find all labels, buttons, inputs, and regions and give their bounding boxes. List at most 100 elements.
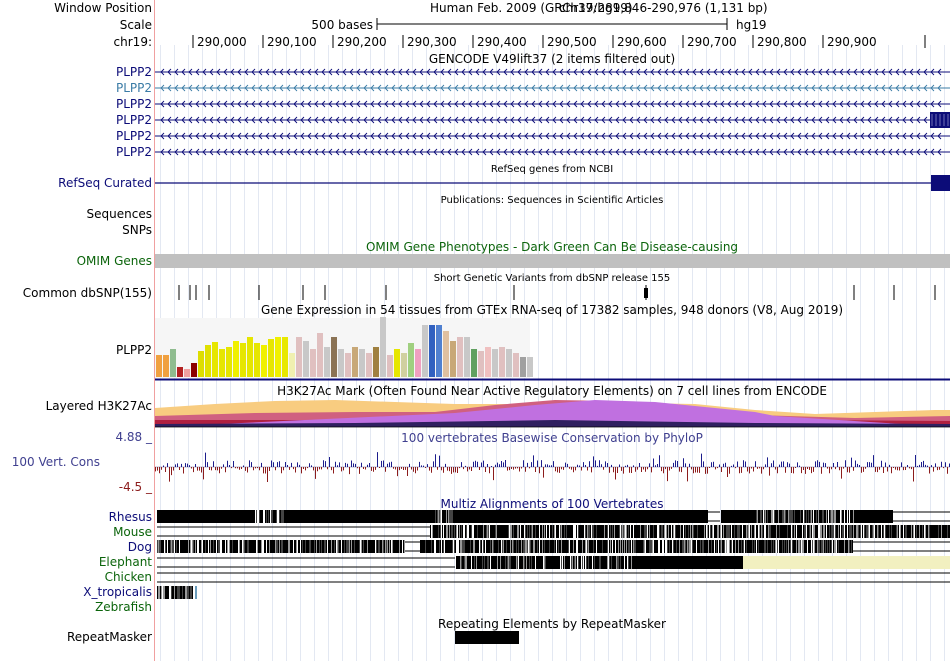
snp-variant[interactable] xyxy=(644,288,648,298)
refseq-track-label[interactable]: RefSeq Curated xyxy=(58,176,152,190)
gtex-tissue-bar[interactable] xyxy=(415,349,421,377)
gencode-transcript[interactable] xyxy=(155,148,950,156)
gtex-tissue-bar[interactable] xyxy=(485,347,491,377)
gtex-tissue-bar[interactable] xyxy=(275,337,281,377)
gtex-track-label[interactable]: PLPP2 xyxy=(115,343,152,357)
dbsnp-track-label[interactable]: Common dbSNP(155) xyxy=(22,286,152,300)
multiz-alignments[interactable] xyxy=(157,510,950,599)
gtex-tissue-bar[interactable] xyxy=(289,353,295,377)
gencode-item-label[interactable]: PLPP2 xyxy=(115,129,152,143)
multiz-row-chicken[interactable] xyxy=(157,572,950,583)
gtex-tissue-bar[interactable] xyxy=(506,349,512,377)
gtex-tissue-bar[interactable] xyxy=(422,325,428,377)
track-panel[interactable]: Human Feb. 2009 (GRCh37/hg19) chr19:289,… xyxy=(155,0,950,661)
omim-track-label[interactable]: OMIM Genes xyxy=(76,254,152,268)
gtex-tissue-bar[interactable] xyxy=(205,345,211,377)
gtex-tissue-bar[interactable] xyxy=(338,349,344,377)
species-label-dog[interactable]: Dog xyxy=(127,540,152,554)
gencode-track[interactable] xyxy=(155,68,950,156)
gtex-tissue-bar[interactable] xyxy=(457,337,463,377)
species-label-chicken[interactable]: Chicken xyxy=(104,570,152,584)
repeat-element[interactable] xyxy=(455,631,519,644)
gtex-tissue-bar[interactable] xyxy=(345,353,351,377)
gtex-tissue-bar[interactable] xyxy=(156,355,162,377)
multiz-row-mouse[interactable] xyxy=(157,525,950,538)
species-label-elephant[interactable]: Elephant xyxy=(98,555,152,569)
gtex-tissue-bar[interactable] xyxy=(261,345,267,377)
multiz-row-rhesus[interactable] xyxy=(157,510,950,523)
species-label-mouse[interactable]: Mouse xyxy=(113,525,152,539)
cons-track-label[interactable]: 100 Vert. Cons xyxy=(11,455,100,469)
gtex-tissue-bar[interactable] xyxy=(499,347,505,377)
repeatmasker-track-label[interactable]: RepeatMasker xyxy=(66,630,152,644)
gtex-tissue-bar[interactable] xyxy=(240,343,246,377)
gencode-item-label[interactable]: PLPP2 xyxy=(115,81,152,95)
gtex-tissue-bar[interactable] xyxy=(268,339,274,377)
multiz-row-dog[interactable] xyxy=(157,540,950,553)
refseq-gene-plpp2[interactable] xyxy=(155,175,950,191)
h3k27ac-layer[interactable] xyxy=(155,420,950,427)
species-label-x-tropicalis[interactable]: X_tropicalis xyxy=(83,585,152,599)
gencode-transcript[interactable] xyxy=(155,132,950,140)
gtex-tissue-bar[interactable] xyxy=(527,357,533,377)
gtex-tissue-bar[interactable] xyxy=(233,341,239,377)
multiz-row-x-tropicalis[interactable] xyxy=(157,586,193,599)
gencode-item-label[interactable]: PLPP2 xyxy=(115,113,152,127)
gtex-tissue-bar[interactable] xyxy=(401,353,407,377)
gtex-tissue-bar[interactable] xyxy=(254,343,260,377)
gencode-item-label[interactable]: PLPP2 xyxy=(115,65,152,79)
gtex-tissue-bar[interactable] xyxy=(373,347,379,377)
gtex-tissue-bar[interactable] xyxy=(282,337,288,377)
gtex-tissue-bar[interactable] xyxy=(310,349,316,377)
gtex-tissue-bar[interactable] xyxy=(170,349,176,377)
h3k27ac-track-label[interactable]: Layered H3K27Ac xyxy=(45,399,152,413)
gtex-tissue-bar[interactable] xyxy=(352,347,358,377)
sequences-track-label[interactable]: Sequences xyxy=(86,207,152,221)
gencode-item-label[interactable]: PLPP2 xyxy=(115,97,152,111)
gtex-tissue-bar[interactable] xyxy=(317,333,323,377)
dbsnp-variants[interactable] xyxy=(178,285,936,300)
gencode-item-label[interactable]: PLPP2 xyxy=(115,145,152,159)
multiz-row-elephant[interactable] xyxy=(157,556,950,569)
gtex-tissue-bar[interactable] xyxy=(520,357,526,377)
gtex-tissue-bar[interactable] xyxy=(296,337,302,377)
gtex-tissue-bar[interactable] xyxy=(212,342,218,377)
gencode-transcript[interactable] xyxy=(155,68,950,76)
gtex-tissue-bar[interactable] xyxy=(303,341,309,377)
gtex-tissue-bar[interactable] xyxy=(366,353,372,377)
gtex-tissue-bar[interactable] xyxy=(219,349,225,377)
gtex-tissue-bar[interactable] xyxy=(429,325,435,377)
gtex-tissue-bar[interactable] xyxy=(198,351,204,377)
gtex-tissue-bar[interactable] xyxy=(450,341,456,377)
gtex-tissue-bar[interactable] xyxy=(380,317,386,377)
gtex-tissue-bar[interactable] xyxy=(331,337,337,377)
gtex-tissue-bar[interactable] xyxy=(387,355,393,377)
gtex-tissue-bar[interactable] xyxy=(408,343,414,377)
gtex-tissue-bar[interactable] xyxy=(163,355,169,377)
gtex-tissue-bar[interactable] xyxy=(247,337,253,377)
gtex-tissue-bar[interactable] xyxy=(492,349,498,377)
gtex-tissue-bar[interactable] xyxy=(464,337,470,377)
h3k27ac-layer[interactable] xyxy=(155,400,950,427)
cons-signal[interactable] xyxy=(155,452,950,482)
omim-gene-bar[interactable] xyxy=(155,254,950,268)
gtex-tissue-bar[interactable] xyxy=(324,347,330,377)
gtex-tissue-bar[interactable] xyxy=(443,331,449,377)
gtex-tissue-bar[interactable] xyxy=(184,369,190,377)
species-label-rhesus[interactable]: Rhesus xyxy=(108,510,152,524)
gencode-transcript[interactable] xyxy=(155,84,950,92)
species-label-zebrafish[interactable]: Zebrafish xyxy=(95,600,152,614)
h3k27ac-signal[interactable] xyxy=(155,400,950,428)
gtex-tissue-bar[interactable] xyxy=(359,349,365,377)
gtex-tissue-bar[interactable] xyxy=(436,325,442,377)
gtex-tissue-bar[interactable] xyxy=(513,353,519,377)
gtex-tissue-bar[interactable] xyxy=(478,351,484,377)
gencode-transcript[interactable] xyxy=(155,100,950,108)
gtex-tissue-bar[interactable] xyxy=(226,347,232,377)
gtex-tissue-bar[interactable] xyxy=(394,349,400,377)
gtex-tissue-bar[interactable] xyxy=(191,363,197,377)
gencode-transcript[interactable] xyxy=(155,112,950,128)
gtex-expression-bars[interactable] xyxy=(155,317,533,378)
snps-track-label[interactable]: SNPs xyxy=(122,223,152,237)
gtex-tissue-bar[interactable] xyxy=(471,349,477,377)
